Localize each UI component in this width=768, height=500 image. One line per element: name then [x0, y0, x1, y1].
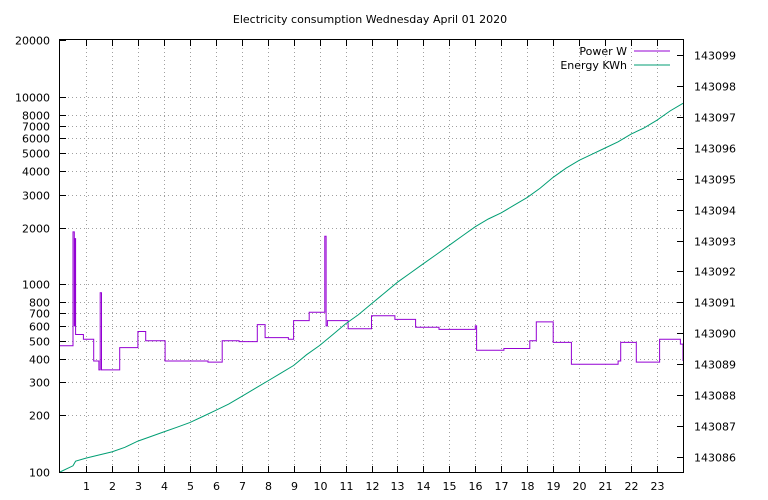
y-tick-label: 700 [29, 308, 50, 321]
x-tick-label: 13 [391, 480, 405, 493]
x-tick-label: 6 [213, 480, 220, 493]
x-tick-label: 16 [469, 480, 483, 493]
y2-tick-label: 143088 [694, 390, 736, 403]
series-line-power [60, 231, 684, 371]
plot-frame [59, 39, 684, 473]
y-tick-label: 6000 [22, 133, 50, 146]
x-tick-label: 5 [187, 480, 194, 493]
y2-tick-label: 143090 [694, 328, 736, 341]
x-tick-label: 23 [651, 480, 665, 493]
y-tick-label: 100 [29, 467, 50, 480]
x-tick-label: 7 [239, 480, 246, 493]
y-tick-label: 20000 [15, 35, 50, 48]
y-tick-label: 200 [29, 410, 50, 423]
x-tick-label: 20 [573, 480, 587, 493]
y-tick-label: 10000 [15, 92, 50, 105]
axis-ticks: 1 2 3 4 5 6 7 8 9 10 11 12 13 14 15 16 17 18 19 20 21 22 23100… [15, 35, 736, 494]
x-tick-label: 14 [417, 480, 431, 493]
x-tick-label: 18 [521, 480, 535, 493]
y2-tick-label: 143098 [694, 81, 736, 94]
y2-tick-label: 143095 [694, 174, 736, 187]
x-tick-label: 3 [135, 480, 142, 493]
y-tick-label: 800 [29, 297, 50, 310]
y-tick-label: 7000 [22, 121, 50, 134]
x-tick-label: 22 [625, 480, 639, 493]
x-tick-label: 2 [109, 480, 116, 493]
y2-tick-label: 143087 [694, 421, 736, 434]
legend-label-power: Power W [579, 45, 627, 58]
chart-title: Electricity consumption Wednesday April … [233, 13, 507, 26]
grid-lines [60, 40, 683, 472]
y-tick-label: 3000 [22, 190, 50, 203]
y-tick-label: 8000 [22, 110, 50, 123]
x-tick-label: 11 [340, 480, 354, 493]
x-tick-label: 17 [495, 480, 509, 493]
legend-label-energy: Energy KWh [560, 59, 627, 72]
x-tick-label: 12 [366, 480, 380, 493]
y-tick-label: 300 [29, 377, 50, 390]
x-tick-label: 19 [547, 480, 561, 493]
y-tick-label: 2000 [22, 223, 50, 236]
x-tick-label: 4 [161, 480, 168, 493]
series-layer [59, 102, 684, 473]
y-tick-label: 400 [29, 354, 50, 367]
series-line-energy [59, 102, 684, 473]
y2-tick-label: 143093 [694, 236, 736, 249]
y-tick-label: 500 [29, 336, 50, 349]
y2-tick-label: 143089 [694, 359, 736, 372]
x-tick-label: 15 [443, 480, 457, 493]
y-tick-label: 4000 [22, 166, 50, 179]
y2-tick-label: 143086 [694, 452, 736, 465]
x-tick-label: 10 [314, 480, 328, 493]
y-tick-label: 5000 [22, 148, 50, 161]
x-tick-label: 8 [265, 480, 272, 493]
y2-tick-label: 143094 [694, 205, 736, 218]
x-tick-label: 1 [83, 480, 90, 493]
x-tick-label: 9 [291, 480, 298, 493]
y2-tick-label: 143092 [694, 266, 736, 279]
y-tick-label: 1000 [22, 279, 50, 292]
legend: Power W Energy KWh [560, 45, 670, 72]
y2-tick-label: 143097 [694, 112, 736, 125]
y2-tick-label: 143091 [694, 297, 736, 310]
y2-tick-label: 143096 [694, 143, 736, 156]
y2-tick-label: 143099 [694, 50, 736, 63]
y-tick-label: 600 [29, 321, 50, 334]
x-tick-label: 21 [599, 480, 613, 493]
